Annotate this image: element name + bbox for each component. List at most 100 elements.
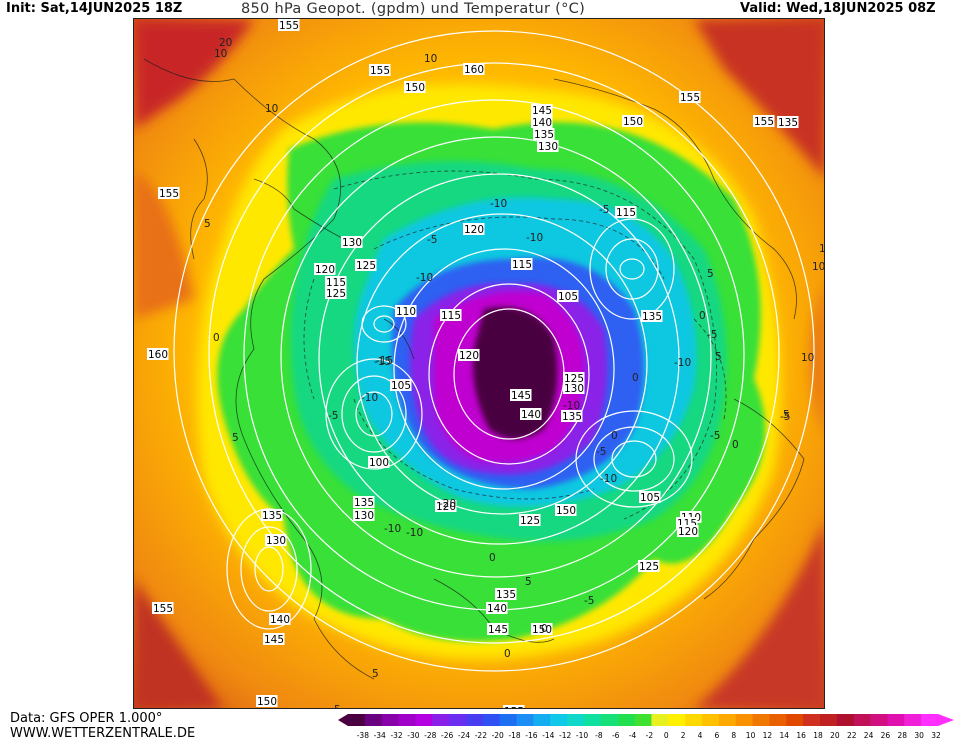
geopotential-label-box <box>533 128 555 140</box>
legend-swatch <box>904 714 922 726</box>
temperature-color-legend: -38 -34 -32 -30 -28 -26 -24 -22 -20 -18 -16 -14 -12-… <box>338 714 954 740</box>
legend-swatch <box>499 714 518 726</box>
legend-tick-label: -32 <box>390 731 402 740</box>
legend-tick-label: -2 <box>646 731 654 740</box>
geopotential-label-box <box>622 115 644 127</box>
legend-tick-label: 0 <box>664 731 669 740</box>
geopotential-label-box <box>152 602 174 614</box>
temperature-label: 5 <box>204 218 211 230</box>
geopotential-label: 145 <box>532 105 552 117</box>
geopotential-label: 130 <box>538 141 558 153</box>
geopotential-label-box <box>404 81 426 93</box>
geopotential-label-box <box>278 19 300 31</box>
legend-tick-label: -28 <box>424 731 436 740</box>
temperature-label: -20 <box>439 498 456 510</box>
geopotential-label-box <box>557 290 579 302</box>
map-canvas: 1551501601551551401451351301501551351301… <box>134 19 825 709</box>
geopotential-label: 135 <box>262 510 282 522</box>
geopotential-label: 105 <box>391 380 411 392</box>
geopotential-label: 145 <box>511 390 531 402</box>
geopotential-label: 130 <box>564 383 584 395</box>
geopotential-label: 135 <box>534 129 554 141</box>
legend-swatch <box>702 714 720 726</box>
legend-swatch <box>617 714 636 726</box>
geopotential-label: 135 <box>496 589 516 601</box>
legend-swatch <box>398 714 416 726</box>
geopotential-label-box <box>531 104 553 116</box>
temperature-label: -5 <box>710 430 720 442</box>
weather-map: 155 150 160 155 155 140 145 135 130 150 155 135 130 1… <box>133 18 825 709</box>
geopotential-label-box <box>390 379 412 391</box>
legend-tick-label: 26 <box>881 731 891 740</box>
geopotential-label-box <box>563 382 585 394</box>
legend-swatch <box>685 714 703 726</box>
geopotential-label: 125 <box>326 288 346 300</box>
legend-tick-label: 14 <box>780 731 790 740</box>
temperature-label: -10 <box>563 400 580 412</box>
temperature-label: 10 <box>812 261 825 273</box>
geopotential-label: 100 <box>369 457 389 469</box>
geopotential-label-box <box>519 514 541 526</box>
geopotential-label: 160 <box>464 64 484 76</box>
legend-swatch <box>820 714 838 726</box>
geopotential-label-box <box>341 236 363 248</box>
geopotential-label-box <box>458 349 480 361</box>
geopotential-label: 120 <box>464 224 484 236</box>
geopotential-label: 120 <box>678 526 698 538</box>
geopotential-label: 125 <box>520 515 540 527</box>
geopotential-label: 130 <box>342 237 362 249</box>
temperature-label: -5 <box>584 595 594 607</box>
temperature-label: -10 <box>406 527 423 539</box>
legend-swatch <box>482 714 501 726</box>
temperature-label: 5 <box>707 268 714 280</box>
geopotential-label-box <box>353 496 375 508</box>
temperature-label: 20 <box>219 37 232 49</box>
geopotential-label-box <box>531 623 553 635</box>
geopotential-label: 155 <box>279 20 299 32</box>
legend-tick-label: 30 <box>914 731 924 740</box>
geopotential-label-box <box>615 206 637 218</box>
legend-swatch <box>735 714 754 726</box>
geopotential-label: 145 <box>488 624 508 636</box>
temperature-label: -10 <box>526 232 543 244</box>
geopotential-label-box <box>511 258 533 270</box>
geopotential-label: 115 <box>441 310 461 322</box>
legend-tick-label: -24 <box>458 731 470 740</box>
geopotential-label: 125 <box>356 260 376 272</box>
geopotential-label-box <box>641 310 663 322</box>
legend-tick-label: 8 <box>731 731 736 740</box>
temperature-label: 5 <box>334 704 341 709</box>
legend-tick-label: 24 <box>864 731 874 740</box>
temperature-label: -5 <box>707 329 717 341</box>
geopotential-label: 130 <box>354 510 374 522</box>
legend-swatch <box>836 714 855 726</box>
geopotential-label-box <box>158 187 180 199</box>
temperature-label: 5 <box>715 351 722 363</box>
legend-tick-label: 12 <box>763 731 773 740</box>
geopotential-label-box <box>395 305 417 317</box>
geopotential-label: 120 <box>436 501 456 513</box>
legend-swatch <box>415 714 433 726</box>
temperature-label: -5 <box>328 410 338 422</box>
geopotential-label-box <box>435 500 457 512</box>
temperature-label: -10 <box>384 523 401 535</box>
temperature-label: 0 <box>489 552 496 564</box>
temperature-label: -15 <box>376 355 393 367</box>
legend-tick-label: 4 <box>698 731 703 740</box>
temperature-label: 10 <box>265 103 278 115</box>
legend-tick-label: -18 <box>508 731 520 740</box>
legend-swatch <box>887 714 905 726</box>
geopotential-label: 110 <box>396 306 416 318</box>
legend-swatch <box>769 714 787 726</box>
geopotential-label-box <box>256 695 278 707</box>
geopotential-label: 155 <box>159 188 179 200</box>
legend-tick-label: -38 <box>357 731 369 740</box>
geopotential-label-box <box>368 456 390 468</box>
temperature-label: -5 <box>599 204 609 216</box>
temperature-label: 0 <box>632 372 639 384</box>
geopotential-label-box <box>325 287 347 299</box>
geopotential-label-box <box>537 140 559 152</box>
legend-arrow-left <box>338 714 348 726</box>
geopotential-label: 150 <box>257 696 277 708</box>
geopotential-label-box <box>495 588 517 600</box>
